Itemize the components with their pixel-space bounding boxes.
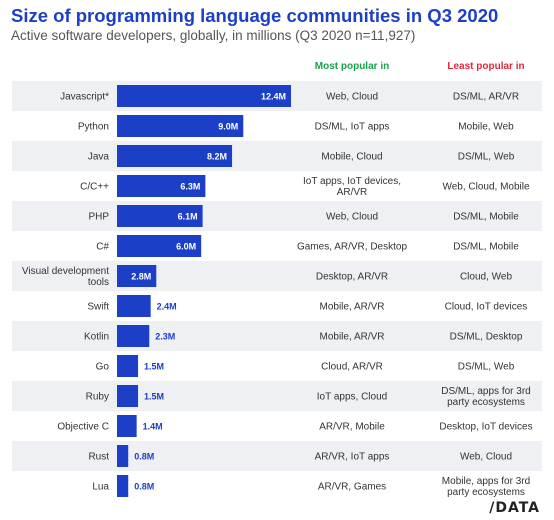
most-popular-cell: AR/VR, Games: [318, 482, 386, 493]
most-popular-cell: Mobile, Cloud: [321, 152, 382, 163]
data-label: 6.3M: [180, 182, 200, 192]
least-popular-cell: DS/ML, Mobile: [453, 212, 519, 223]
bar: [117, 235, 202, 257]
least-popular-cell: Cloud, IoT devices: [445, 302, 528, 313]
data-label: 1.4M: [143, 422, 163, 432]
data-label: 2.3M: [155, 332, 175, 342]
data-label: 1.5M: [144, 392, 164, 402]
data-label: 6.1M: [178, 212, 198, 222]
data-label: 8.2M: [207, 152, 227, 162]
bar: [117, 205, 203, 227]
data-label: 9.0M: [218, 122, 238, 132]
bar: [117, 85, 291, 107]
data-label: 0.8M: [134, 482, 154, 492]
most-popular-cell: Games, AR/VR, Desktop: [297, 242, 407, 253]
least-popular-cell: DS/ML, Mobile: [453, 242, 519, 253]
least-popular-cell: DS/ML, apps for 3rd party ecosystems: [441, 386, 530, 408]
most-popular-cell: Cloud, AR/VR: [321, 362, 383, 373]
category-label: C/C++: [80, 182, 109, 193]
bar: [117, 355, 139, 377]
category-label: Rust: [88, 452, 109, 463]
least-popular-cell: Mobile, Web: [458, 122, 514, 133]
category-label: Python: [78, 122, 109, 133]
least-popular-cell: Desktop, IoT devices: [439, 422, 532, 433]
category-label: Kotlin: [84, 332, 109, 343]
least-popular-cell: Web, Cloud: [460, 452, 512, 463]
bar: [117, 265, 157, 287]
bar: [117, 295, 151, 317]
least-popular-cell: Cloud, Web: [460, 272, 513, 283]
data-label: 12.4M: [261, 92, 286, 102]
category-label: Ruby: [86, 392, 109, 403]
brand-logo: /DATA: [489, 500, 540, 516]
bar: [117, 445, 129, 467]
category-label: C#: [96, 242, 109, 253]
least-popular-cell: DS/ML, Web: [458, 152, 515, 163]
category-label: Visual development tools: [22, 266, 109, 288]
most-popular-cell: Desktop, AR/VR: [316, 272, 388, 283]
data-label: 2.8M: [131, 272, 151, 282]
most-popular-cell: Mobile, AR/VR: [319, 302, 384, 313]
category-label: PHP: [88, 212, 109, 223]
most-popular-header: Most popular in: [314, 61, 390, 72]
data-label: 0.8M: [134, 452, 154, 462]
most-popular-cell: AR/VR, Mobile: [319, 422, 385, 433]
most-popular-cell: IoT apps, IoT devices, AR/VR: [303, 176, 401, 198]
row-band: [12, 141, 542, 171]
most-popular-cell: IoT apps, Cloud: [317, 392, 387, 403]
category-label: Objective C: [57, 422, 109, 433]
chart-subtitle: Active software developers, globally, in…: [11, 28, 416, 43]
category-label: Lua: [92, 482, 109, 493]
least-popular-cell: DS/ML, Desktop: [450, 332, 523, 343]
least-popular-header: Least popular in: [447, 61, 525, 72]
most-popular-cell: Web, Cloud: [326, 212, 378, 223]
bar: [117, 475, 129, 497]
category-label: Swift: [87, 302, 109, 313]
chart-title: Size of programming language communities…: [11, 5, 499, 26]
row-band: [12, 261, 542, 291]
least-popular-cell: DS/ML, Web: [458, 362, 515, 373]
most-popular-cell: Web, Cloud: [326, 92, 378, 103]
row-band: [12, 321, 542, 351]
bar: [117, 385, 139, 407]
bar: [117, 415, 137, 437]
data-label: 6.0M: [176, 242, 196, 252]
least-popular-cell: Mobile, apps for 3rd party ecosystems: [442, 476, 530, 498]
bar: [117, 145, 233, 167]
category-label: Go: [96, 362, 110, 373]
row-band: [12, 441, 542, 471]
bar: [117, 325, 150, 347]
most-popular-cell: AR/VR, IoT apps: [315, 452, 390, 463]
data-label: 2.4M: [157, 302, 177, 312]
row-band: [12, 201, 542, 231]
least-popular-cell: DS/ML, AR/VR: [453, 92, 519, 103]
category-label: Javascript*: [60, 92, 109, 103]
most-popular-cell: Mobile, AR/VR: [319, 332, 384, 343]
row-band: [12, 381, 542, 411]
bar: [117, 115, 244, 137]
category-label: Java: [88, 152, 110, 163]
data-label: 1.5M: [144, 362, 164, 372]
bar: [117, 175, 206, 197]
most-popular-cell: DS/ML, IoT apps: [315, 122, 390, 133]
least-popular-cell: Web, Cloud, Mobile: [442, 182, 530, 193]
